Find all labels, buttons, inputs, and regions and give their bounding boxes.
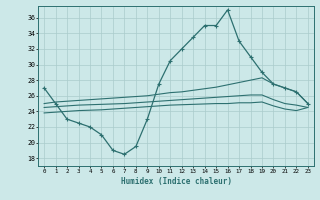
X-axis label: Humidex (Indice chaleur): Humidex (Indice chaleur) [121,177,231,186]
